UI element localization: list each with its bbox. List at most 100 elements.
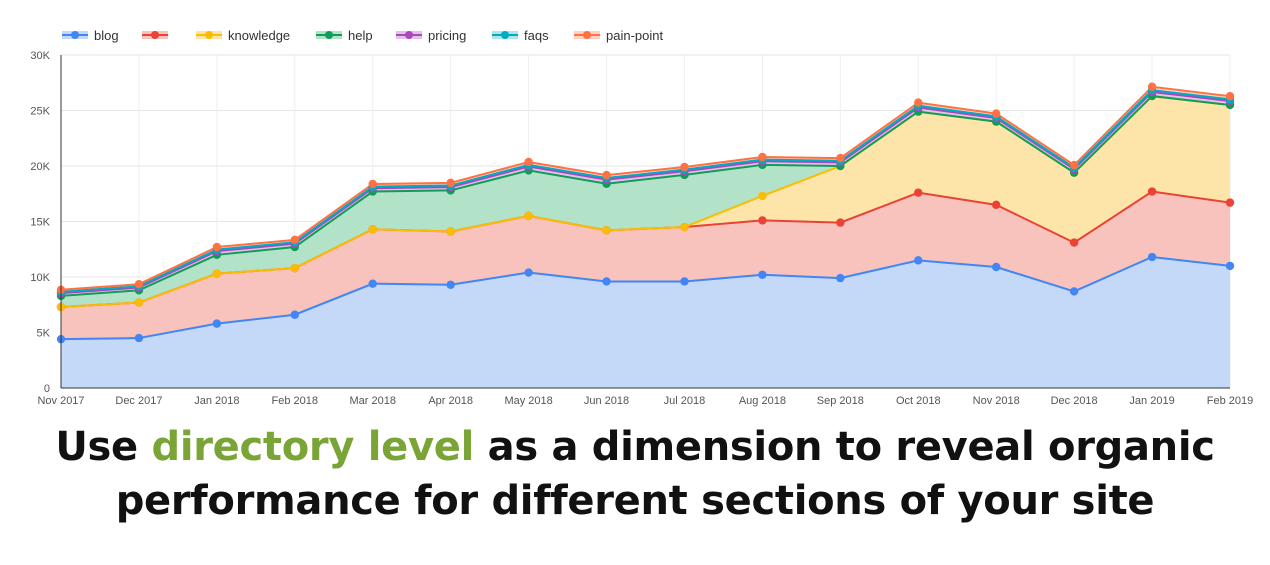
y-tick-label: 25K bbox=[30, 106, 50, 118]
chart-points bbox=[56, 82, 1235, 344]
point-blog bbox=[914, 256, 923, 265]
legend-marker bbox=[151, 31, 159, 39]
point-series-1 bbox=[1225, 198, 1235, 207]
legend-item-help: help bbox=[316, 28, 373, 43]
legend-label: pain-point bbox=[606, 28, 663, 43]
x-tick-label: Feb 2019 bbox=[1207, 395, 1253, 407]
area-knowledge bbox=[61, 96, 1230, 307]
headline-line-2: performance for different sections of yo… bbox=[115, 478, 1155, 524]
x-tick-label: Apr 2018 bbox=[428, 395, 473, 407]
x-tick-label: Nov 2017 bbox=[37, 395, 84, 407]
x-tick-label: Jan 2019 bbox=[1129, 395, 1174, 407]
point-pain-point bbox=[680, 162, 689, 172]
point-series-1 bbox=[992, 200, 1001, 210]
point-series-1 bbox=[1069, 238, 1079, 247]
point-pain-point bbox=[758, 152, 767, 162]
x-tick-label: Aug 2018 bbox=[739, 395, 786, 407]
point-knowledge bbox=[602, 226, 611, 235]
point-blog bbox=[758, 270, 767, 279]
line-faqs bbox=[60, 89, 1231, 293]
line-pain-point bbox=[60, 85, 1231, 291]
point-blog bbox=[524, 268, 533, 277]
x-tick-label: Mar 2018 bbox=[349, 395, 395, 407]
legend-label: knowledge bbox=[228, 28, 290, 43]
legend-item-pain-point: pain-point bbox=[574, 28, 663, 43]
point-series-1 bbox=[914, 188, 923, 197]
point-knowledge bbox=[368, 225, 377, 234]
x-tick-label: May 2018 bbox=[504, 395, 552, 407]
point-blog bbox=[368, 279, 377, 288]
point-blog bbox=[992, 262, 1001, 272]
chart-axes: 0 5K 10K 15K 20K 25K 30K Nov 2017 Dec 2017 Jan 20… bbox=[30, 50, 1253, 407]
x-tick-label: Nov 2018 bbox=[973, 395, 1020, 407]
y-tick-label: 30K bbox=[30, 50, 50, 62]
point-knowledge bbox=[758, 191, 767, 201]
point-knowledge bbox=[524, 211, 533, 221]
y-tick-label: 15K bbox=[30, 217, 50, 229]
point-pain-point bbox=[1147, 82, 1157, 91]
legend-label: help bbox=[348, 28, 373, 43]
x-tick-label: Jul 2018 bbox=[664, 395, 706, 407]
point-blog bbox=[290, 310, 299, 319]
y-tick-label: 5K bbox=[37, 328, 51, 340]
legend-label: blog bbox=[94, 28, 119, 43]
point-pain-point bbox=[368, 179, 377, 189]
area-blog bbox=[61, 257, 1230, 388]
legend-marker bbox=[205, 31, 213, 39]
area-help bbox=[61, 96, 1230, 307]
point-blog bbox=[446, 280, 455, 289]
legend-item-series-1 bbox=[142, 31, 168, 39]
legend-marker bbox=[501, 31, 509, 39]
point-pain-point bbox=[446, 178, 455, 188]
line-help bbox=[60, 95, 1231, 297]
stacked-area-chart: blog knowledge help pricing faqs pain-point 0… bbox=[30, 28, 1253, 407]
x-tick-label: Jan 2018 bbox=[194, 395, 239, 407]
point-knowledge bbox=[680, 222, 689, 232]
line-blog bbox=[60, 255, 1231, 341]
point-blog bbox=[1225, 261, 1235, 271]
point-pain-point bbox=[1225, 91, 1235, 101]
x-tick-label: Oct 2018 bbox=[896, 395, 941, 407]
x-tick-label: Sep 2018 bbox=[817, 395, 864, 407]
point-knowledge bbox=[290, 263, 299, 273]
point-pain-point bbox=[914, 98, 923, 107]
point-knowledge bbox=[134, 298, 144, 307]
point-knowledge bbox=[446, 227, 455, 236]
legend-marker bbox=[405, 31, 413, 39]
x-tick-label: Dec 2017 bbox=[115, 395, 162, 407]
legend-item-knowledge: knowledge bbox=[196, 28, 290, 43]
headline-caption: Use directory level as a dimension to re… bbox=[0, 420, 1270, 528]
line-pricing bbox=[60, 90, 1231, 295]
point-pain-point bbox=[524, 157, 533, 167]
y-tick-label: 10K bbox=[30, 272, 50, 284]
x-tick-label: Jun 2018 bbox=[584, 395, 629, 407]
legend-item-pricing: pricing bbox=[396, 28, 466, 43]
legend-item-faqs: faqs bbox=[492, 28, 549, 43]
point-pain-point bbox=[602, 170, 611, 180]
point-blog bbox=[1069, 287, 1079, 296]
point-pain-point bbox=[212, 242, 222, 252]
point-blog bbox=[602, 277, 611, 286]
legend-marker bbox=[583, 31, 591, 39]
legend-marker bbox=[71, 31, 79, 39]
headline-line-1: Use directory level as a dimension to re… bbox=[0, 420, 1270, 474]
point-blog bbox=[134, 333, 144, 343]
point-blog bbox=[680, 277, 689, 286]
point-pain-point bbox=[134, 280, 144, 289]
legend-item-blog: blog bbox=[62, 28, 119, 43]
y-tick-label: 0 bbox=[44, 383, 50, 395]
legend-marker bbox=[325, 31, 333, 39]
headline-highlight: directory level bbox=[151, 424, 475, 470]
legend-label: faqs bbox=[524, 28, 549, 43]
point-pain-point bbox=[1069, 160, 1079, 170]
point-series-1 bbox=[836, 218, 845, 227]
chart-lines bbox=[60, 85, 1231, 341]
x-tick-label: Dec 2018 bbox=[1051, 395, 1098, 407]
point-blog bbox=[212, 319, 222, 328]
y-tick-label: 20K bbox=[30, 161, 50, 173]
point-pain-point bbox=[290, 235, 299, 245]
chart-areas bbox=[61, 86, 1230, 388]
point-series-1 bbox=[758, 216, 767, 225]
legend-label: pricing bbox=[428, 28, 466, 43]
point-blog bbox=[1147, 252, 1157, 262]
